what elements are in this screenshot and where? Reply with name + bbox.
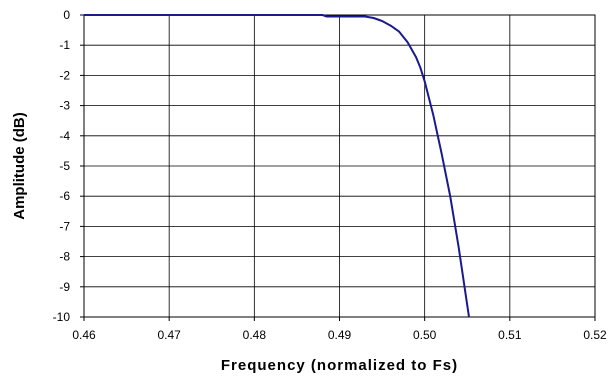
series-group — [84, 14, 470, 318]
amplitude-series-line — [84, 14, 470, 318]
y-tick-label: -1 — [59, 38, 70, 52]
grid-lines — [83, 14, 596, 318]
x-axis-ticks: 0.46 0.47 0.48 0.49 0.50 0.51 0.52 — [72, 317, 607, 342]
x-tick-label: 0.47 — [157, 328, 181, 342]
x-tick-label: 0.51 — [498, 328, 522, 342]
y-tick-label: -10 — [53, 310, 71, 324]
x-tick-label: 0.49 — [328, 328, 352, 342]
y-tick-label: -2 — [59, 68, 70, 82]
x-tick-label: 0.50 — [413, 328, 437, 342]
y-tick-label: -3 — [59, 99, 70, 113]
y-tick-label: -8 — [59, 250, 70, 264]
x-tick-label: 0.48 — [243, 328, 267, 342]
y-tick-label: -6 — [59, 189, 70, 203]
y-tick-label: -9 — [59, 280, 70, 294]
y-axis-title: Amplitude (dB) — [11, 112, 28, 219]
y-axis-ticks: 0 -1 -2 -3 -4 -5 -6 -7 -8 -9 -10 — [53, 8, 84, 324]
x-axis-title: Frequency (normalized to Fs) — [221, 357, 458, 374]
y-tick-label: -7 — [59, 219, 70, 233]
x-tick-label: 0.52 — [583, 328, 607, 342]
y-tick-label: -5 — [59, 159, 70, 173]
y-tick-label: -4 — [59, 129, 70, 143]
y-tick-label: 0 — [63, 8, 70, 22]
x-tick-label: 0.46 — [72, 328, 96, 342]
